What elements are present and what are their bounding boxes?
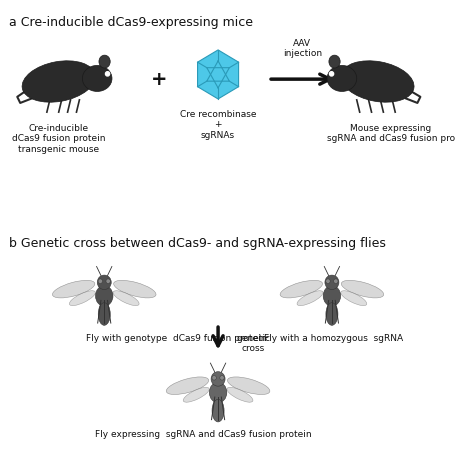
Ellipse shape xyxy=(99,55,110,68)
Ellipse shape xyxy=(280,280,322,298)
Ellipse shape xyxy=(212,399,224,422)
Text: b Genetic cross between dCas9- and sgRNA-expressing flies: b Genetic cross between dCas9- and sgRNA… xyxy=(9,237,385,250)
Ellipse shape xyxy=(166,377,209,394)
Circle shape xyxy=(326,279,330,283)
Ellipse shape xyxy=(228,377,270,394)
Circle shape xyxy=(212,375,216,380)
Circle shape xyxy=(211,372,225,386)
Ellipse shape xyxy=(327,65,357,91)
Circle shape xyxy=(220,375,224,380)
Circle shape xyxy=(97,275,111,290)
Circle shape xyxy=(334,279,338,283)
Ellipse shape xyxy=(323,286,341,306)
Text: Fly with genotype  dCas9 fusion protein: Fly with genotype dCas9 fusion protein xyxy=(86,334,266,343)
Ellipse shape xyxy=(113,291,139,306)
Text: genetic
cross: genetic cross xyxy=(236,334,270,353)
Ellipse shape xyxy=(341,291,367,306)
Ellipse shape xyxy=(22,61,95,102)
Ellipse shape xyxy=(183,387,209,402)
Circle shape xyxy=(106,279,110,283)
Ellipse shape xyxy=(114,280,156,298)
Ellipse shape xyxy=(82,65,112,91)
Circle shape xyxy=(325,275,339,290)
Ellipse shape xyxy=(98,303,110,325)
Text: a Cre-inducible dCas9-expressing mice: a Cre-inducible dCas9-expressing mice xyxy=(9,16,253,28)
Ellipse shape xyxy=(53,280,95,298)
Ellipse shape xyxy=(210,383,227,403)
Ellipse shape xyxy=(329,55,340,68)
Text: Cre recombinase
+
sgRNAs: Cre recombinase + sgRNAs xyxy=(180,110,256,139)
Ellipse shape xyxy=(341,61,414,102)
Polygon shape xyxy=(198,50,238,99)
Circle shape xyxy=(105,72,109,76)
Text: +: + xyxy=(151,70,167,89)
Circle shape xyxy=(329,72,334,76)
Text: Mouse expressing
sgRNA and dCas9 fusion pro: Mouse expressing sgRNA and dCas9 fusion … xyxy=(327,124,455,143)
Ellipse shape xyxy=(69,291,95,306)
Ellipse shape xyxy=(227,387,253,402)
Circle shape xyxy=(98,279,102,283)
Text: Cre-inducible
dCas9 fusion protein
transgenic mouse: Cre-inducible dCas9 fusion protein trans… xyxy=(12,124,105,154)
Ellipse shape xyxy=(326,303,338,325)
Text: Fly with a homozygous  sgRNA: Fly with a homozygous sgRNA xyxy=(264,334,403,343)
Ellipse shape xyxy=(297,291,323,306)
Text: Fly expressing  sgRNA and dCas9 fusion protein: Fly expressing sgRNA and dCas9 fusion pr… xyxy=(95,430,312,439)
Ellipse shape xyxy=(341,280,383,298)
Text: AAV
injection: AAV injection xyxy=(283,39,322,58)
Ellipse shape xyxy=(95,286,113,306)
